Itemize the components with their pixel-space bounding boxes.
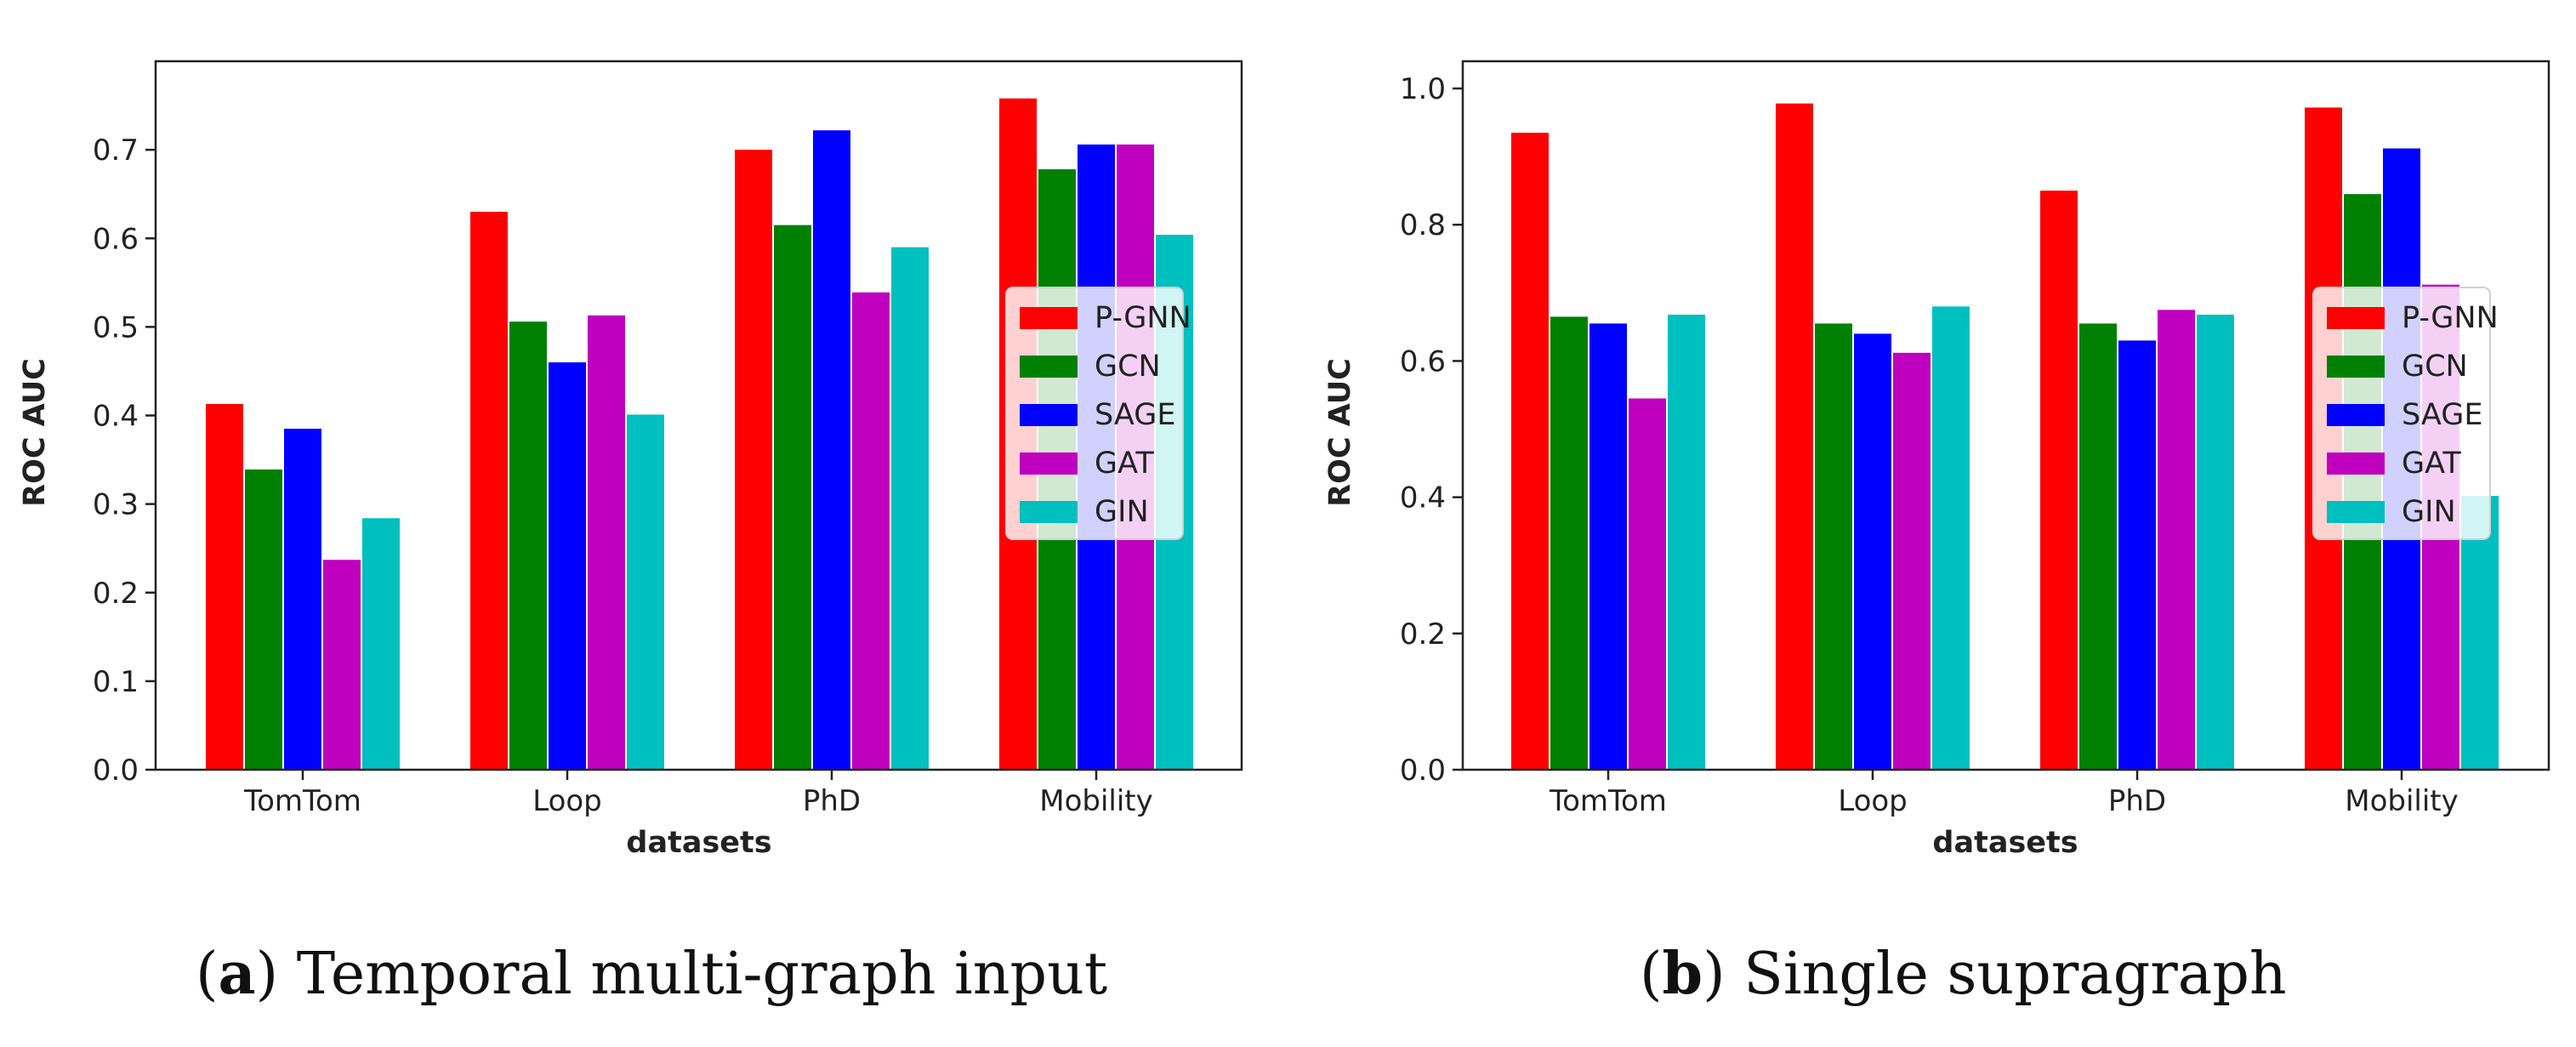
legend-label-gin: GIN (2402, 495, 2456, 529)
bar-gin-loop (1932, 306, 1970, 770)
bar-gat-phd (852, 292, 890, 770)
bar-gcn-loop (1815, 323, 1852, 770)
y-tick-label: 0.5 (93, 310, 139, 344)
legend-label-gat: GAT (2402, 447, 2461, 481)
x-tick-label: Loop (532, 784, 602, 818)
bar-gat-loop (588, 315, 625, 770)
legend-swatch-p-gnn (1020, 307, 1078, 329)
legend: P-GNN GCN SAGE GAT GIN (1005, 287, 1191, 540)
bar-sage-loop (1854, 333, 1891, 770)
bar-gin-mobility (2461, 496, 2499, 770)
x-tick-label: Mobility (1039, 784, 1153, 818)
y-tick-label: 0.4 (93, 400, 139, 434)
bar-p-gnn-loop (1776, 103, 1813, 771)
y-tick-label: 0.2 (93, 577, 139, 611)
x-axis-title: datasets (626, 826, 771, 860)
y-tick-label: 0.0 (93, 754, 139, 788)
bar-p-gnn-phd (735, 150, 772, 770)
bar-sage-tomtom (1589, 323, 1627, 770)
legend-swatch-gcn (2327, 356, 2385, 378)
x-tick-label: Loop (1838, 784, 1908, 818)
legend-swatch-p-gnn (2327, 307, 2385, 329)
bar-gin-tomtom (1668, 314, 1705, 770)
bar-p-gnn-phd (2040, 191, 2078, 771)
x-tick-label: Mobility (2345, 784, 2459, 818)
y-tick-label: 0.3 (93, 488, 139, 522)
y-tick-label: 0.4 (1400, 481, 1446, 515)
bar-sage-loop (549, 362, 586, 770)
legend-label-gcn: GCN (2402, 350, 2468, 384)
bar-gat-tomtom (323, 560, 361, 770)
y-tick-label: 1.0 (1400, 72, 1446, 106)
legend-label-sage: SAGE (2402, 398, 2482, 432)
legend-label-gcn: GCN (1095, 350, 1161, 384)
bar-gat-phd (2158, 310, 2195, 770)
y-tick-label: 0.6 (93, 222, 139, 256)
bar-gcn-tomtom (1550, 316, 1588, 770)
bar-sage-phd (2118, 340, 2156, 770)
y-tick-label: 0.2 (1400, 617, 1446, 652)
legend-swatch-gin (1020, 501, 1078, 523)
bar-gin-loop (627, 414, 664, 770)
y-tick-label: 0.6 (1400, 344, 1446, 378)
bar-p-gnn-tomtom (206, 403, 243, 770)
y-axis-title: ROC AUC (18, 358, 52, 507)
legend-label-gat: GAT (1095, 447, 1154, 481)
y-tick-label: 0.7 (93, 134, 139, 168)
x-tick-label: PhD (2108, 784, 2166, 818)
legend-swatch-gat (1020, 452, 1078, 475)
bar-p-gnn-tomtom (1511, 133, 1549, 771)
legend-swatch-gat (2327, 452, 2385, 475)
legend-label-sage: SAGE (1095, 398, 1175, 432)
legend-label-p-gnn: P-GNN (2402, 301, 2499, 335)
legend-label-p-gnn: P-GNN (1095, 301, 1191, 335)
legend-label-gin: GIN (1095, 495, 1149, 529)
x-tick-label: PhD (803, 784, 861, 818)
x-tick-label: TomTom (1549, 784, 1667, 818)
legend: P-GNN GCN SAGE GAT GIN (2312, 287, 2499, 540)
bar-gin-tomtom (362, 518, 400, 770)
legend-swatch-gin (2327, 501, 2385, 523)
bar-sage-tomtom (284, 429, 321, 770)
x-axis-title: datasets (1932, 826, 2078, 860)
bar-gcn-tomtom (245, 469, 282, 770)
bar-gat-tomtom (1629, 398, 1666, 770)
bar-gin-phd (891, 247, 929, 771)
x-tick-label: TomTom (243, 784, 361, 818)
bar-gcn-phd (2079, 323, 2117, 770)
bar-gcn-loop (509, 321, 547, 770)
y-axis-title: ROC AUC (1323, 358, 1357, 507)
caption-a: (a) Temporal multi-graph input (196, 940, 1108, 1008)
y-tick-label: 0.8 (1400, 208, 1446, 242)
bar-gcn-phd (774, 225, 811, 771)
bar-gat-loop (1893, 352, 1931, 770)
y-tick-label: 0.1 (93, 665, 139, 699)
legend-swatch-gcn (1020, 356, 1078, 378)
chart-a: 0.0 0.1 0.2 0.3 0.4 0.5 0.6 0.7 TomTom Loop PhD Mob… (18, 60, 1243, 860)
legend-swatch-sage (1020, 404, 1078, 426)
legend-box (2312, 287, 2491, 540)
plot-frame (1461, 60, 2550, 771)
caption-b: (b) Single supragraph (1640, 940, 2287, 1008)
legend-swatch-sage (2327, 404, 2385, 426)
y-tick-label: 0.0 (1400, 754, 1446, 788)
legend-box (1005, 287, 1184, 540)
chart-b: 0.0 0.2 0.4 0.6 0.8 1.0 TomTom Loop PhD Mobility d… (1323, 60, 2550, 860)
bar-gin-phd (2197, 314, 2234, 770)
bar-p-gnn-loop (470, 212, 508, 770)
bar-sage-phd (813, 130, 850, 770)
